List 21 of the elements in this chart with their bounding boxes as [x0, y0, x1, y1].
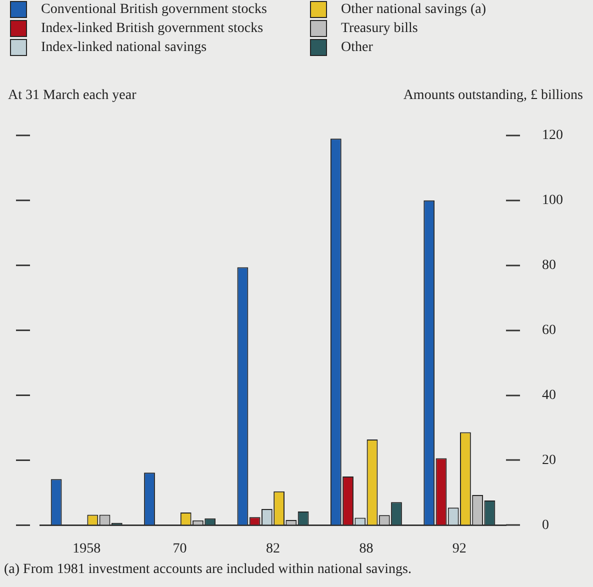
y-tick-label: 20 — [542, 452, 556, 468]
y-tick-label: 80 — [542, 258, 556, 274]
x-tick-label: 1958 — [72, 541, 101, 556]
y-axis-title: Amounts outstanding, £ billions — [403, 88, 583, 104]
text: (a) From 1981 investment accounts are included within national savings. — [4, 562, 412, 578]
text: At 31 March each year — [8, 88, 136, 104]
legend-label: Index-linked national savings — [40, 38, 208, 56]
x-tick-label: 70 — [172, 541, 187, 556]
legend-label: Index-linked British government stocks — [40, 20, 264, 38]
legend-label: Conventional British government stocks — [40, 0, 268, 18]
x-tick-label: 92 — [452, 541, 466, 556]
y-tick-label: 60 — [542, 322, 556, 338]
legend-label: Other national savings (a) — [340, 0, 488, 18]
legend-label: Other — [340, 38, 374, 56]
x-tick-label: 82 — [266, 541, 280, 556]
y-tick-label: 0 — [542, 518, 549, 533]
legend-label: Treasury bills — [340, 20, 419, 38]
x-tick-label: 88 — [359, 541, 374, 556]
y-tick-label: 120 — [542, 128, 563, 144]
y-tick-label: 40 — [542, 388, 556, 403]
y-tick-label: 100 — [542, 193, 563, 208]
